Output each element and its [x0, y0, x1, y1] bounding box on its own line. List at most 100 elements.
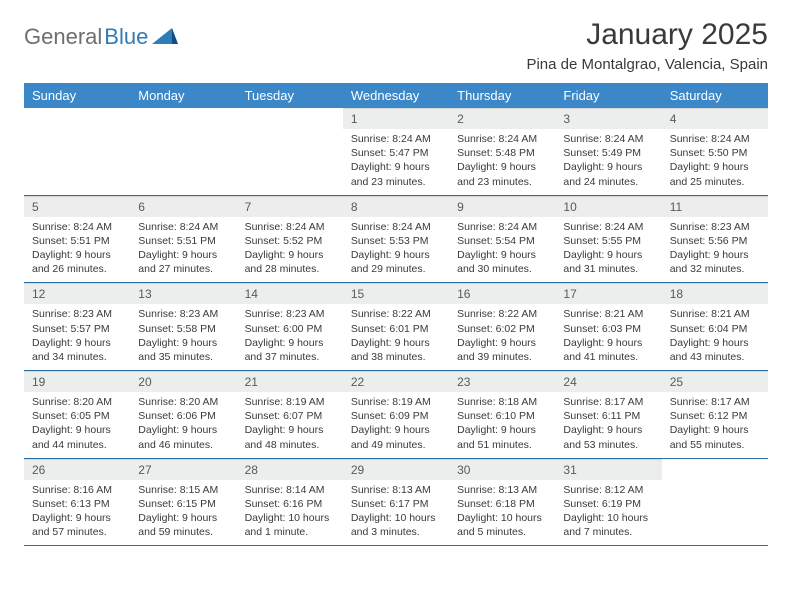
- page-header: GeneralBlue January 2025 Pina de Montalg…: [24, 18, 768, 73]
- daylight-text-1: Daylight: 9 hours: [32, 336, 122, 350]
- brand-logo: GeneralBlue: [24, 18, 178, 50]
- weekday-header: Friday: [555, 83, 661, 108]
- day-number: 28: [237, 459, 343, 480]
- sunrise-text: Sunrise: 8:20 AM: [138, 395, 228, 409]
- day-number: 12: [24, 283, 130, 304]
- daylight-text-2: and 7 minutes.: [563, 525, 653, 539]
- daylight-text-1: Daylight: 9 hours: [670, 160, 760, 174]
- sunrise-text: Sunrise: 8:13 AM: [457, 483, 547, 497]
- calendar-week-row: 1Sunrise: 8:24 AMSunset: 5:47 PMDaylight…: [24, 108, 768, 195]
- sunrise-text: Sunrise: 8:13 AM: [351, 483, 441, 497]
- sunset-text: Sunset: 6:00 PM: [245, 322, 335, 336]
- calendar-day-cell: 24Sunrise: 8:17 AMSunset: 6:11 PMDayligh…: [555, 371, 661, 459]
- daylight-text-1: Daylight: 9 hours: [32, 248, 122, 262]
- calendar-week-row: 26Sunrise: 8:16 AMSunset: 6:13 PMDayligh…: [24, 458, 768, 546]
- weekday-header: Sunday: [24, 83, 130, 108]
- calendar-day-cell: 3Sunrise: 8:24 AMSunset: 5:49 PMDaylight…: [555, 108, 661, 195]
- location-text: Pina de Montalgrao, Valencia, Spain: [526, 56, 768, 73]
- daylight-text-2: and 55 minutes.: [670, 438, 760, 452]
- sunrise-text: Sunrise: 8:23 AM: [32, 307, 122, 321]
- sunset-text: Sunset: 6:01 PM: [351, 322, 441, 336]
- daylight-text-2: and 31 minutes.: [563, 262, 653, 276]
- weekday-header: Wednesday: [343, 83, 449, 108]
- sunrise-text: Sunrise: 8:23 AM: [245, 307, 335, 321]
- calendar-day-cell: [130, 108, 236, 195]
- day-details: Sunrise: 8:24 AMSunset: 5:48 PMDaylight:…: [449, 129, 555, 195]
- calendar-day-cell: 31Sunrise: 8:12 AMSunset: 6:19 PMDayligh…: [555, 458, 661, 546]
- daylight-text-1: Daylight: 9 hours: [563, 336, 653, 350]
- daylight-text-2: and 34 minutes.: [32, 350, 122, 364]
- sunset-text: Sunset: 5:51 PM: [32, 234, 122, 248]
- sunrise-text: Sunrise: 8:12 AM: [563, 483, 653, 497]
- calendar-day-cell: 26Sunrise: 8:16 AMSunset: 6:13 PMDayligh…: [24, 458, 130, 546]
- calendar-day-cell: 15Sunrise: 8:22 AMSunset: 6:01 PMDayligh…: [343, 283, 449, 371]
- calendar-day-cell: 23Sunrise: 8:18 AMSunset: 6:10 PMDayligh…: [449, 371, 555, 459]
- daylight-text-2: and 23 minutes.: [457, 175, 547, 189]
- calendar-day-cell: 9Sunrise: 8:24 AMSunset: 5:54 PMDaylight…: [449, 195, 555, 283]
- calendar-day-cell: 19Sunrise: 8:20 AMSunset: 6:05 PMDayligh…: [24, 371, 130, 459]
- daylight-text-1: Daylight: 9 hours: [32, 423, 122, 437]
- sunset-text: Sunset: 6:11 PM: [563, 409, 653, 423]
- month-title: January 2025: [526, 18, 768, 52]
- calendar-day-cell: 7Sunrise: 8:24 AMSunset: 5:52 PMDaylight…: [237, 195, 343, 283]
- day-number: 24: [555, 371, 661, 392]
- daylight-text-2: and 25 minutes.: [670, 175, 760, 189]
- day-number: 17: [555, 283, 661, 304]
- weekday-header: Thursday: [449, 83, 555, 108]
- sunrise-text: Sunrise: 8:18 AM: [457, 395, 547, 409]
- calendar-day-cell: 12Sunrise: 8:23 AMSunset: 5:57 PMDayligh…: [24, 283, 130, 371]
- daylight-text-2: and 5 minutes.: [457, 525, 547, 539]
- day-details: Sunrise: 8:24 AMSunset: 5:52 PMDaylight:…: [237, 217, 343, 283]
- daylight-text-1: Daylight: 9 hours: [138, 248, 228, 262]
- day-number: 21: [237, 371, 343, 392]
- daylight-text-2: and 28 minutes.: [245, 262, 335, 276]
- sunset-text: Sunset: 5:47 PM: [351, 146, 441, 160]
- calendar-day-cell: [24, 108, 130, 195]
- calendar-day-cell: [237, 108, 343, 195]
- daylight-text-1: Daylight: 9 hours: [457, 160, 547, 174]
- sunrise-text: Sunrise: 8:24 AM: [351, 132, 441, 146]
- day-details: Sunrise: 8:14 AMSunset: 6:16 PMDaylight:…: [237, 480, 343, 546]
- sunset-text: Sunset: 5:51 PM: [138, 234, 228, 248]
- daylight-text-1: Daylight: 9 hours: [245, 336, 335, 350]
- sunrise-text: Sunrise: 8:22 AM: [457, 307, 547, 321]
- sunrise-text: Sunrise: 8:23 AM: [670, 220, 760, 234]
- sunset-text: Sunset: 6:03 PM: [563, 322, 653, 336]
- sunrise-text: Sunrise: 8:24 AM: [457, 132, 547, 146]
- sunrise-text: Sunrise: 8:14 AM: [245, 483, 335, 497]
- daylight-text-1: Daylight: 9 hours: [457, 423, 547, 437]
- sunset-text: Sunset: 5:52 PM: [245, 234, 335, 248]
- sunrise-text: Sunrise: 8:19 AM: [351, 395, 441, 409]
- sunset-text: Sunset: 6:12 PM: [670, 409, 760, 423]
- daylight-text-1: Daylight: 9 hours: [245, 248, 335, 262]
- day-details: Sunrise: 8:24 AMSunset: 5:54 PMDaylight:…: [449, 217, 555, 283]
- calendar-day-cell: 29Sunrise: 8:13 AMSunset: 6:17 PMDayligh…: [343, 458, 449, 546]
- sunset-text: Sunset: 6:05 PM: [32, 409, 122, 423]
- day-details: Sunrise: 8:23 AMSunset: 5:57 PMDaylight:…: [24, 304, 130, 370]
- day-number: 15: [343, 283, 449, 304]
- day-number: 29: [343, 459, 449, 480]
- daylight-text-1: Daylight: 9 hours: [563, 423, 653, 437]
- calendar-day-cell: 25Sunrise: 8:17 AMSunset: 6:12 PMDayligh…: [662, 371, 768, 459]
- day-details: Sunrise: 8:19 AMSunset: 6:09 PMDaylight:…: [343, 392, 449, 458]
- day-details: Sunrise: 8:24 AMSunset: 5:51 PMDaylight:…: [24, 217, 130, 283]
- daylight-text-1: Daylight: 9 hours: [670, 336, 760, 350]
- day-number: 7: [237, 196, 343, 217]
- day-number: 13: [130, 283, 236, 304]
- daylight-text-1: Daylight: 10 hours: [457, 511, 547, 525]
- sunset-text: Sunset: 6:17 PM: [351, 497, 441, 511]
- day-details: Sunrise: 8:18 AMSunset: 6:10 PMDaylight:…: [449, 392, 555, 458]
- calendar-day-cell: 27Sunrise: 8:15 AMSunset: 6:15 PMDayligh…: [130, 458, 236, 546]
- calendar-week-row: 5Sunrise: 8:24 AMSunset: 5:51 PMDaylight…: [24, 195, 768, 283]
- day-details: Sunrise: 8:22 AMSunset: 6:01 PMDaylight:…: [343, 304, 449, 370]
- weekday-header: Monday: [130, 83, 236, 108]
- daylight-text-2: and 53 minutes.: [563, 438, 653, 452]
- sunrise-text: Sunrise: 8:19 AM: [245, 395, 335, 409]
- calendar-week-row: 12Sunrise: 8:23 AMSunset: 5:57 PMDayligh…: [24, 283, 768, 371]
- calendar-day-cell: 22Sunrise: 8:19 AMSunset: 6:09 PMDayligh…: [343, 371, 449, 459]
- day-number: 19: [24, 371, 130, 392]
- daylight-text-2: and 39 minutes.: [457, 350, 547, 364]
- calendar-day-cell: 16Sunrise: 8:22 AMSunset: 6:02 PMDayligh…: [449, 283, 555, 371]
- day-details: Sunrise: 8:17 AMSunset: 6:11 PMDaylight:…: [555, 392, 661, 458]
- daylight-text-2: and 26 minutes.: [32, 262, 122, 276]
